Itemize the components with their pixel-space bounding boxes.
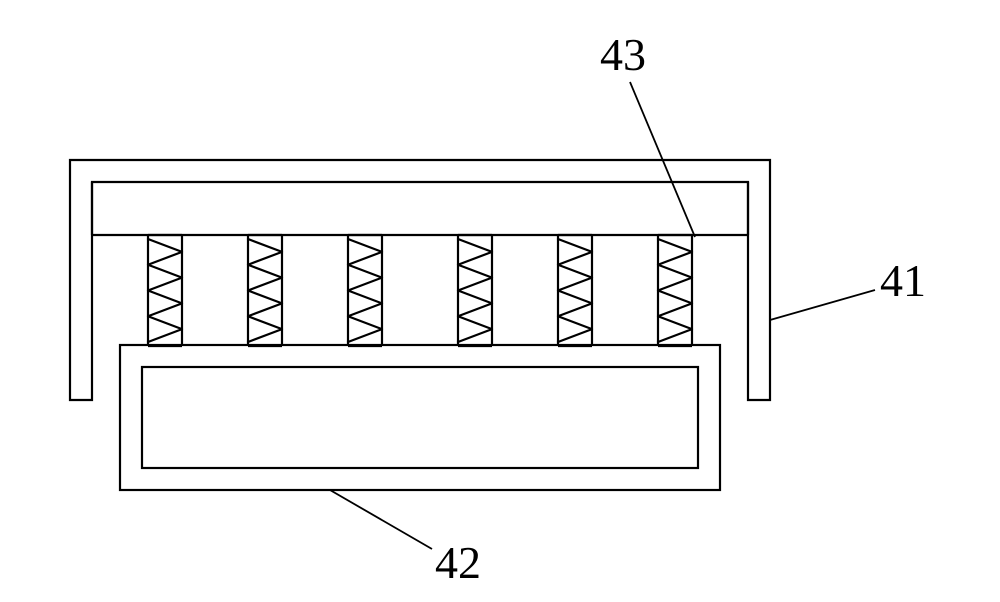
label-41: 41 xyxy=(880,258,926,304)
spring-coil xyxy=(148,239,182,342)
label-43: 43 xyxy=(600,32,646,78)
leader-line-42 xyxy=(330,490,432,549)
label-42: 42 xyxy=(435,540,481,586)
spring-coil xyxy=(658,239,692,342)
spring-coil xyxy=(248,239,282,342)
diagram-canvas: 43 41 42 xyxy=(0,0,1000,602)
leader-line-41 xyxy=(770,290,875,320)
diagram-svg xyxy=(0,0,1000,602)
spring-coil xyxy=(558,239,592,342)
spring-coil xyxy=(458,239,492,342)
block-inner-rect xyxy=(142,367,698,468)
spring-coil xyxy=(348,239,382,342)
